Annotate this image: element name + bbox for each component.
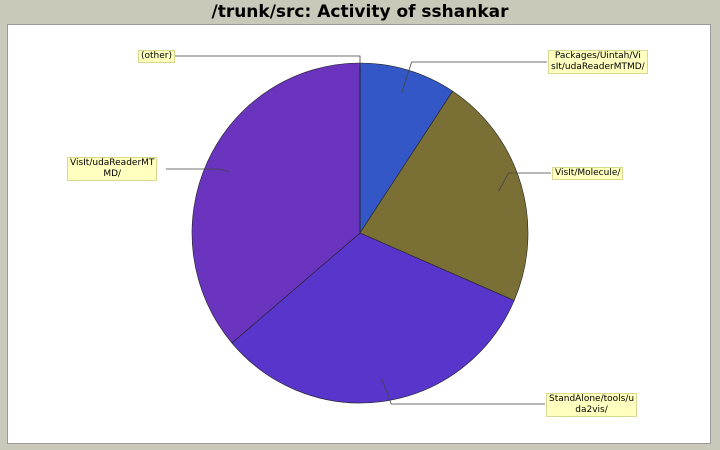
chart-title: /trunk/src: Activity of sshankar	[211, 2, 509, 22]
leader-line	[380, 377, 545, 405]
slice-label-packages-visit: Packages/Uintah/Vi sIt/udaReaderMTMD/	[548, 50, 648, 74]
slice-label-standalone-uda2vis: StandAlone/tools/u da2vis/	[546, 393, 638, 417]
leader-line	[401, 61, 547, 94]
pie-slice	[191, 62, 361, 344]
pie-slice	[231, 232, 515, 404]
leader-line	[173, 55, 361, 65]
leader-line	[166, 168, 229, 172]
slice-label-visit-molecule: VisIt/Molecule/	[552, 167, 624, 180]
pie-slice	[359, 90, 529, 301]
pie-slice	[359, 62, 454, 235]
leader-line	[498, 172, 551, 192]
slice-label-visit-udareader: VisIt/udaReaderMT MD/	[67, 157, 158, 181]
slice-label-other: (other)	[138, 50, 175, 63]
